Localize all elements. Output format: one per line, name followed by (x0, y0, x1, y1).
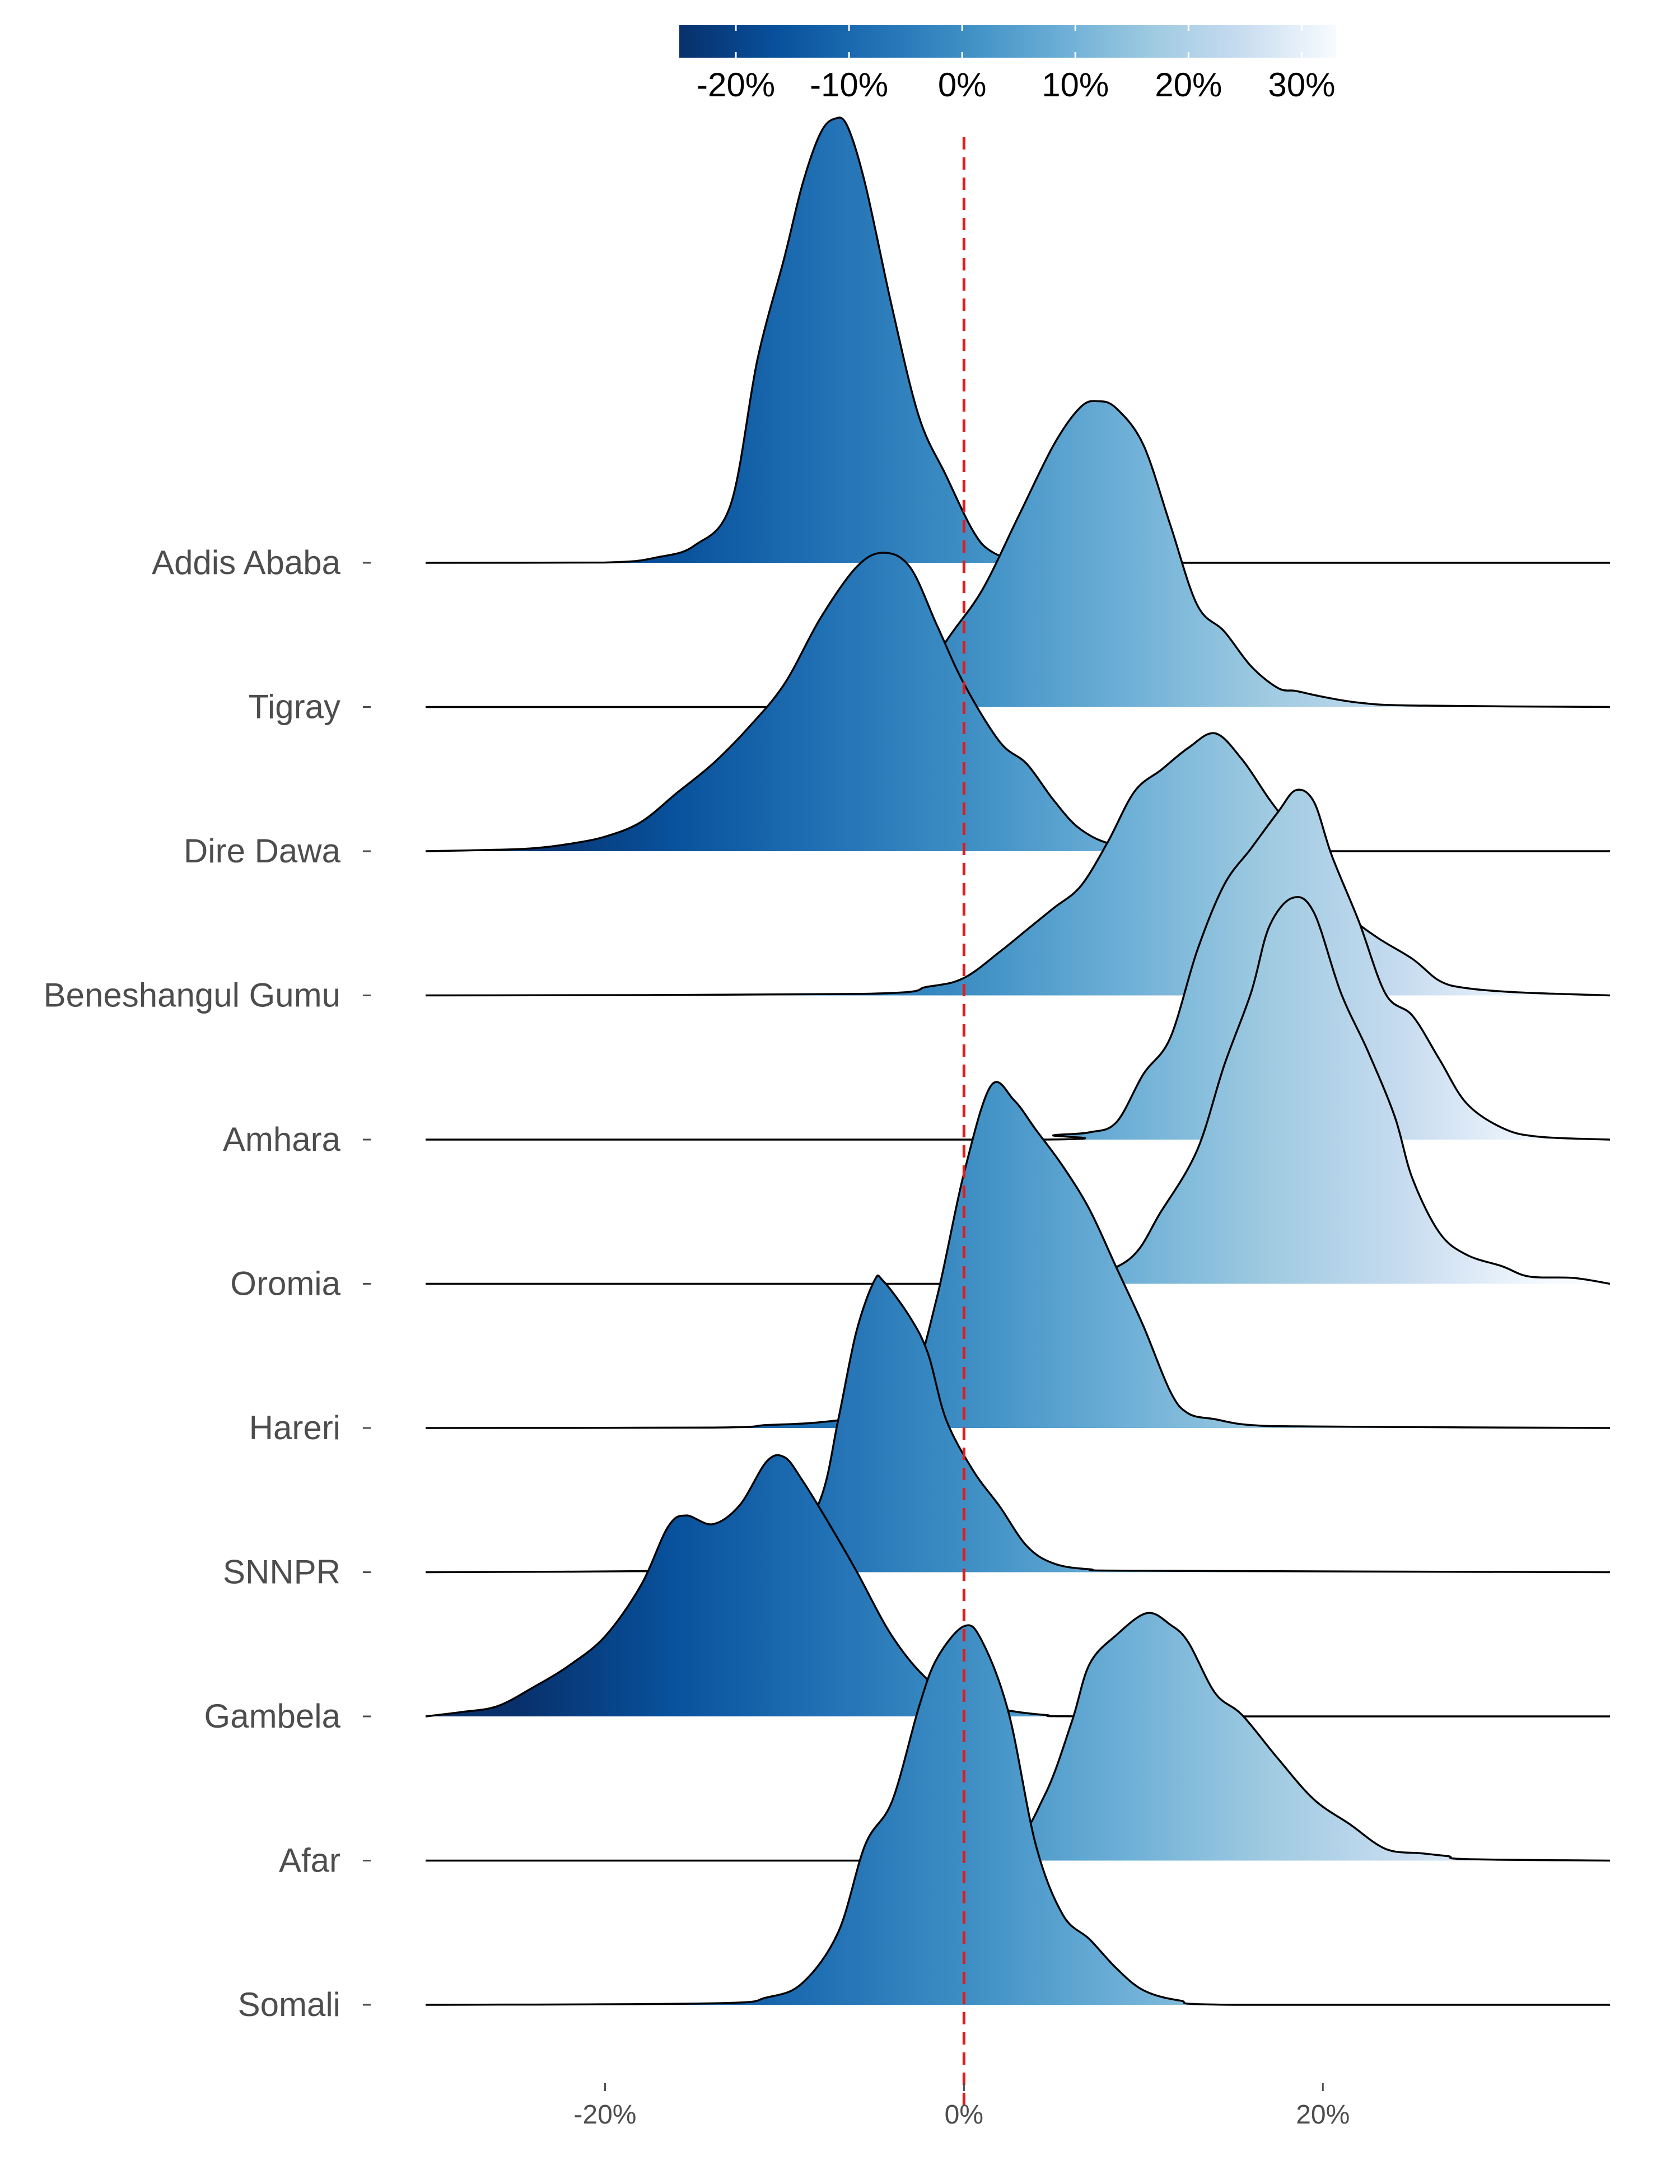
x-tick-label: 20% (1296, 2100, 1350, 2130)
ridge-fill (426, 401, 1610, 707)
y-tick-label: Addis Ababa (152, 544, 341, 581)
ridge-fill (426, 897, 1610, 1284)
ridge-outline (425, 1624, 1610, 2006)
y-tick-label: Dire Dawa (184, 832, 341, 870)
ridge-outline (425, 116, 1610, 564)
y-tick-label: Beneshangul Gumu (44, 977, 340, 1014)
ridge-fill (426, 118, 1610, 563)
y-tick-label: Amhara (223, 1121, 341, 1158)
ridge-fill (426, 1082, 1610, 1428)
colorbar-gradient (679, 25, 1336, 58)
x-tick-label: -20% (573, 2100, 636, 2130)
colorbar: -20% -10% 0% 10% 20% 30% (679, 25, 1336, 104)
colorbar-tick-label: 10% (1042, 66, 1109, 104)
x-tick-label: 0% (945, 2100, 983, 2130)
ridge-fill (426, 553, 1610, 851)
ridge-outline (425, 1081, 1611, 1429)
ridge-outline (425, 1454, 1610, 1718)
axes: Addis Ababa Tigray Dire Dawa Beneshangul Gu… (44, 137, 1350, 2130)
y-tick-label: Gambela (204, 1697, 341, 1735)
ridge-fill (426, 1625, 1610, 2005)
y-tick-label: Afar (279, 1842, 340, 1879)
ridge-outline (425, 732, 1611, 997)
ridge-outline (426, 788, 1611, 1141)
y-tick-label: Hareri (249, 1409, 340, 1446)
y-tick-label: Somali (238, 1986, 340, 2023)
y-tick-label: Tigray (249, 688, 340, 726)
colorbar-tick-label: 20% (1155, 66, 1222, 104)
colorbar-tick-label: -20% (697, 66, 775, 104)
colorbar-tick-label: 30% (1268, 66, 1335, 104)
ridges (425, 116, 1611, 2006)
colorbar-tick-label: 0% (938, 66, 987, 104)
ridge-fill (426, 1455, 1610, 1716)
y-tick-label: SNNPR (223, 1553, 340, 1591)
colorbar-tick-label: -10% (810, 66, 888, 104)
y-tick-label: Oromia (230, 1265, 340, 1303)
